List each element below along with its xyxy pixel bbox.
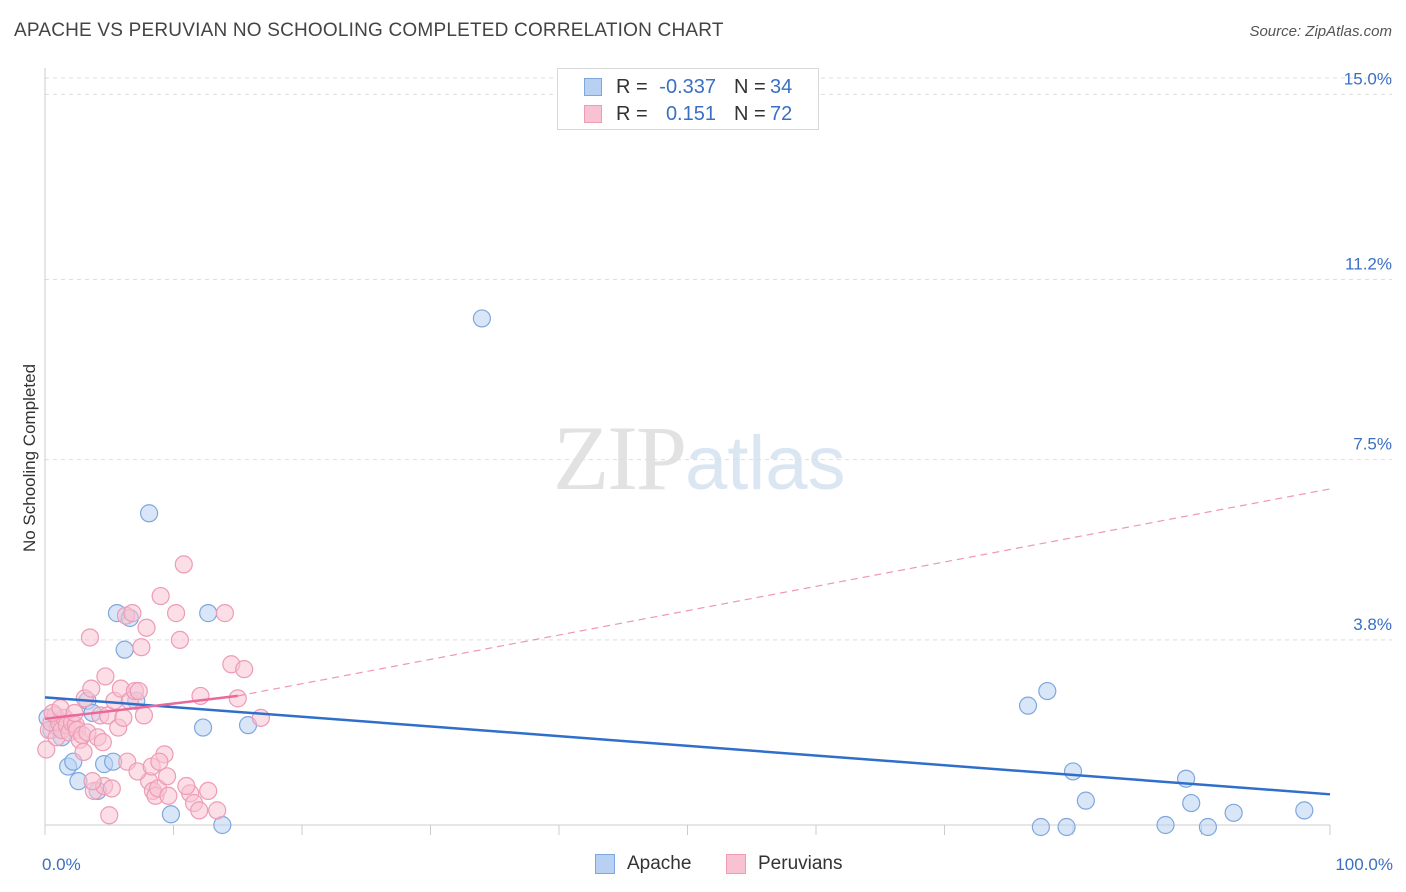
apache-point: [1182, 793, 1201, 813]
peruvian-point: [129, 681, 148, 701]
peruvian-point: [65, 703, 84, 723]
n-value: 34: [770, 76, 793, 98]
apache-point: [199, 604, 218, 623]
apache-point: [1018, 696, 1038, 715]
peruvian-point: [37, 740, 56, 759]
apache-point: [1076, 791, 1095, 810]
chart-title: APACHE VS PERUVIAN NO SCHOOLING COMPLETE…: [14, 20, 724, 41]
peruvian-point: [82, 679, 101, 698]
watermark-zip: ZIP: [553, 407, 687, 509]
n-value: 72: [770, 103, 793, 125]
peruvian-point: [157, 767, 177, 786]
peruvian-point: [166, 604, 186, 623]
peruvian-point: [235, 660, 254, 679]
apache-point: [193, 718, 213, 737]
peruvian-point: [132, 638, 151, 657]
peruvian-point: [123, 604, 142, 623]
r-label: R =: [616, 76, 648, 98]
peruvian-point: [228, 689, 247, 708]
peruvian-point: [80, 628, 100, 647]
series-legend: Apache Peruvians: [0, 852, 1406, 878]
peruvian-point: [199, 781, 218, 801]
watermark-atlas: atlas: [685, 421, 846, 506]
apache-point: [1057, 817, 1076, 837]
n-label: N =: [734, 103, 766, 125]
watermark: ZIPatlas: [553, 405, 846, 511]
peruvian-point: [151, 586, 170, 606]
apache-point: [115, 640, 134, 659]
r-value: -0.337: [659, 76, 716, 98]
y-tick-label: 15.0%: [1344, 69, 1392, 88]
peruvian-point: [150, 752, 169, 771]
correlation-legend: R = -0.337 N = 34 R = 0.151 N = 72: [557, 68, 819, 130]
r-value: 0.151: [665, 103, 716, 125]
peruvian-trend-extension: [237, 488, 1331, 697]
peruvian-point: [74, 742, 93, 762]
peruvian-point: [137, 618, 156, 637]
peruvian-point: [170, 630, 190, 650]
apache-swatch: [595, 854, 615, 874]
legend-label: Peruvians: [758, 853, 843, 874]
apache-point: [161, 805, 181, 824]
peruvian-swatch: [584, 105, 602, 123]
peruvian-point: [208, 801, 227, 820]
n-label: N =: [734, 76, 766, 98]
peruvian-point: [100, 806, 119, 825]
peruvian-point: [114, 708, 133, 727]
source-credit: Source: ZipAtlas.com: [1249, 23, 1392, 40]
peruvian-point: [134, 706, 154, 725]
y-tick-label: 3.8%: [1353, 615, 1392, 634]
peruvian-point: [174, 555, 193, 574]
x-tick-label: 100.0%: [1335, 855, 1393, 874]
peruvian-point: [177, 776, 196, 796]
apache-point: [139, 504, 159, 523]
y-axis-label: No Schooling Completed: [20, 363, 39, 553]
x-tick-label: 0.0%: [42, 855, 81, 874]
y-tick-label: 7.5%: [1353, 435, 1392, 454]
peruvian-point: [159, 786, 178, 805]
legend-label: Apache: [627, 853, 692, 874]
apache-point: [1198, 817, 1218, 837]
peruvian-point: [251, 708, 270, 727]
r-label: R =: [616, 103, 648, 125]
peruvian-point: [96, 667, 115, 686]
apache-point: [1295, 801, 1314, 820]
peruvian-point: [102, 779, 121, 798]
apache-swatch: [584, 78, 602, 96]
apache-point: [1156, 815, 1175, 835]
peruvian-point: [83, 772, 102, 791]
peruvian-point: [93, 733, 112, 752]
peruvian-point: [190, 801, 209, 820]
peruvian-point: [215, 604, 234, 623]
apache-point: [1031, 817, 1050, 837]
peruvian-trend-line: [44, 694, 238, 721]
apache-point: [1224, 803, 1243, 822]
apache-trend-line: [44, 696, 1331, 796]
y-axis-label-wrap: No Schooling Completed: [18, 300, 42, 620]
peruvian-swatch: [726, 854, 746, 874]
apache-point: [472, 309, 491, 328]
apache-point: [1063, 762, 1083, 781]
apache-point: [1038, 681, 1057, 701]
y-tick-label: 11.2%: [1345, 254, 1392, 273]
